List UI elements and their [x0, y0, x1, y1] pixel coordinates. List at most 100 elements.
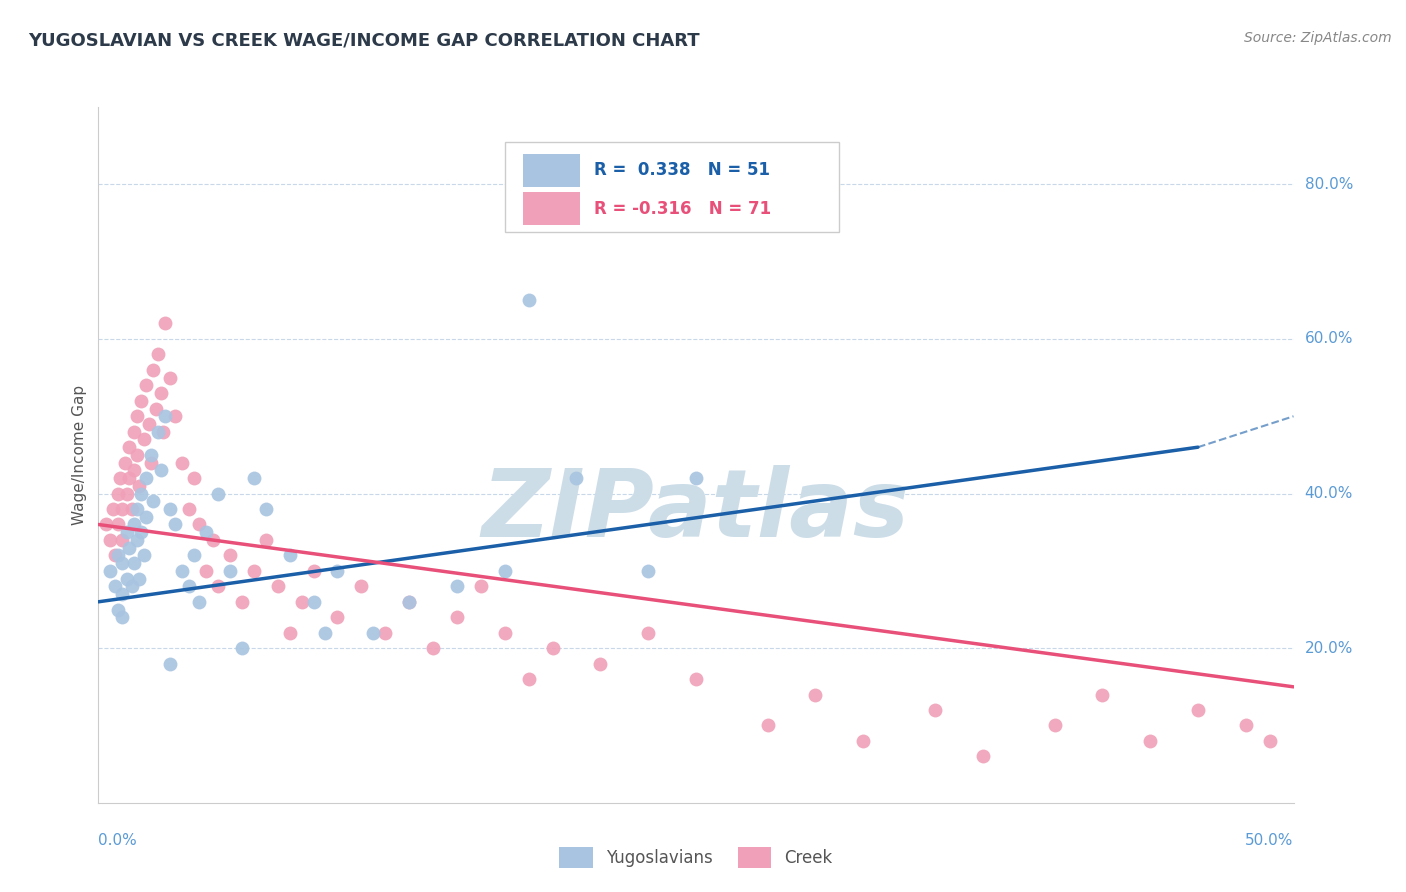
Point — [804, 688, 827, 702]
Point — [231, 595, 253, 609]
Point — [135, 378, 157, 392]
Point — [494, 564, 516, 578]
Point — [685, 672, 707, 686]
Point — [302, 595, 325, 609]
Point — [183, 471, 205, 485]
Point — [363, 625, 385, 640]
Point — [121, 579, 143, 593]
Point — [163, 517, 186, 532]
Point — [124, 425, 146, 439]
Point — [155, 317, 177, 331]
Point — [114, 456, 136, 470]
Point — [685, 471, 707, 485]
Point — [172, 564, 194, 578]
Point — [159, 370, 181, 384]
Point — [565, 471, 588, 485]
Point — [111, 502, 134, 516]
Point — [517, 293, 540, 308]
Point — [148, 347, 170, 361]
Text: ZIPatlas: ZIPatlas — [482, 465, 910, 557]
Y-axis label: Wage/Income Gap: Wage/Income Gap — [72, 384, 87, 525]
Point — [194, 564, 217, 578]
Point — [152, 425, 174, 439]
Point — [124, 556, 146, 570]
Point — [118, 440, 141, 454]
Point — [219, 564, 242, 578]
Point — [470, 579, 492, 593]
Point — [1258, 734, 1281, 748]
Point — [115, 572, 138, 586]
Point — [219, 549, 242, 563]
Point — [121, 502, 143, 516]
Point — [132, 433, 155, 447]
Point — [267, 579, 290, 593]
Point — [128, 479, 150, 493]
Point — [179, 502, 201, 516]
Point — [187, 517, 209, 532]
Point — [128, 572, 150, 586]
Point — [278, 549, 301, 563]
Point — [207, 579, 229, 593]
Point — [374, 625, 396, 640]
Text: YUGOSLAVIAN VS CREEK WAGE/INCOME GAP CORRELATION CHART: YUGOSLAVIAN VS CREEK WAGE/INCOME GAP COR… — [28, 31, 700, 49]
Point — [231, 641, 253, 656]
Point — [98, 533, 122, 547]
Point — [194, 525, 217, 540]
Point — [131, 486, 153, 500]
Point — [139, 448, 162, 462]
Point — [187, 595, 209, 609]
Point — [326, 610, 349, 624]
Text: Source: ZipAtlas.com: Source: ZipAtlas.com — [1244, 31, 1392, 45]
Point — [142, 494, 165, 508]
Point — [148, 425, 170, 439]
Point — [326, 564, 349, 578]
Point — [125, 409, 148, 424]
Point — [517, 672, 540, 686]
Point — [139, 456, 162, 470]
Point — [111, 587, 134, 601]
Point — [125, 533, 148, 547]
Point — [149, 463, 172, 477]
Point — [111, 556, 134, 570]
Text: R =  0.338   N = 51: R = 0.338 N = 51 — [595, 161, 770, 179]
Point — [159, 502, 181, 516]
Point — [243, 471, 266, 485]
Point — [494, 625, 516, 640]
Point — [124, 463, 146, 477]
Point — [1043, 718, 1066, 732]
Point — [398, 595, 420, 609]
Point — [115, 525, 138, 540]
Text: R = -0.316   N = 71: R = -0.316 N = 71 — [595, 200, 772, 218]
Point — [142, 363, 165, 377]
Point — [254, 502, 277, 516]
FancyBboxPatch shape — [523, 153, 581, 187]
Point — [101, 502, 124, 516]
Point — [125, 448, 148, 462]
Point — [132, 549, 155, 563]
Point — [159, 657, 181, 671]
Point — [118, 541, 141, 555]
Point — [756, 718, 779, 732]
Text: 50.0%: 50.0% — [1246, 833, 1294, 848]
Point — [107, 602, 129, 616]
Point — [124, 517, 146, 532]
Point — [155, 409, 177, 424]
Point — [104, 549, 127, 563]
Point — [350, 579, 373, 593]
Point — [254, 533, 277, 547]
Point — [98, 564, 122, 578]
FancyBboxPatch shape — [505, 142, 839, 232]
Point — [398, 595, 420, 609]
Point — [125, 502, 148, 516]
Legend: Yugoslavians, Creek: Yugoslavians, Creek — [553, 841, 839, 874]
Text: 60.0%: 60.0% — [1305, 332, 1353, 346]
Point — [1234, 718, 1257, 732]
FancyBboxPatch shape — [523, 192, 581, 226]
Point — [852, 734, 875, 748]
Point — [446, 579, 468, 593]
Point — [637, 564, 659, 578]
Point — [107, 486, 129, 500]
Point — [135, 471, 157, 485]
Text: 20.0%: 20.0% — [1305, 640, 1353, 656]
Point — [149, 386, 172, 401]
